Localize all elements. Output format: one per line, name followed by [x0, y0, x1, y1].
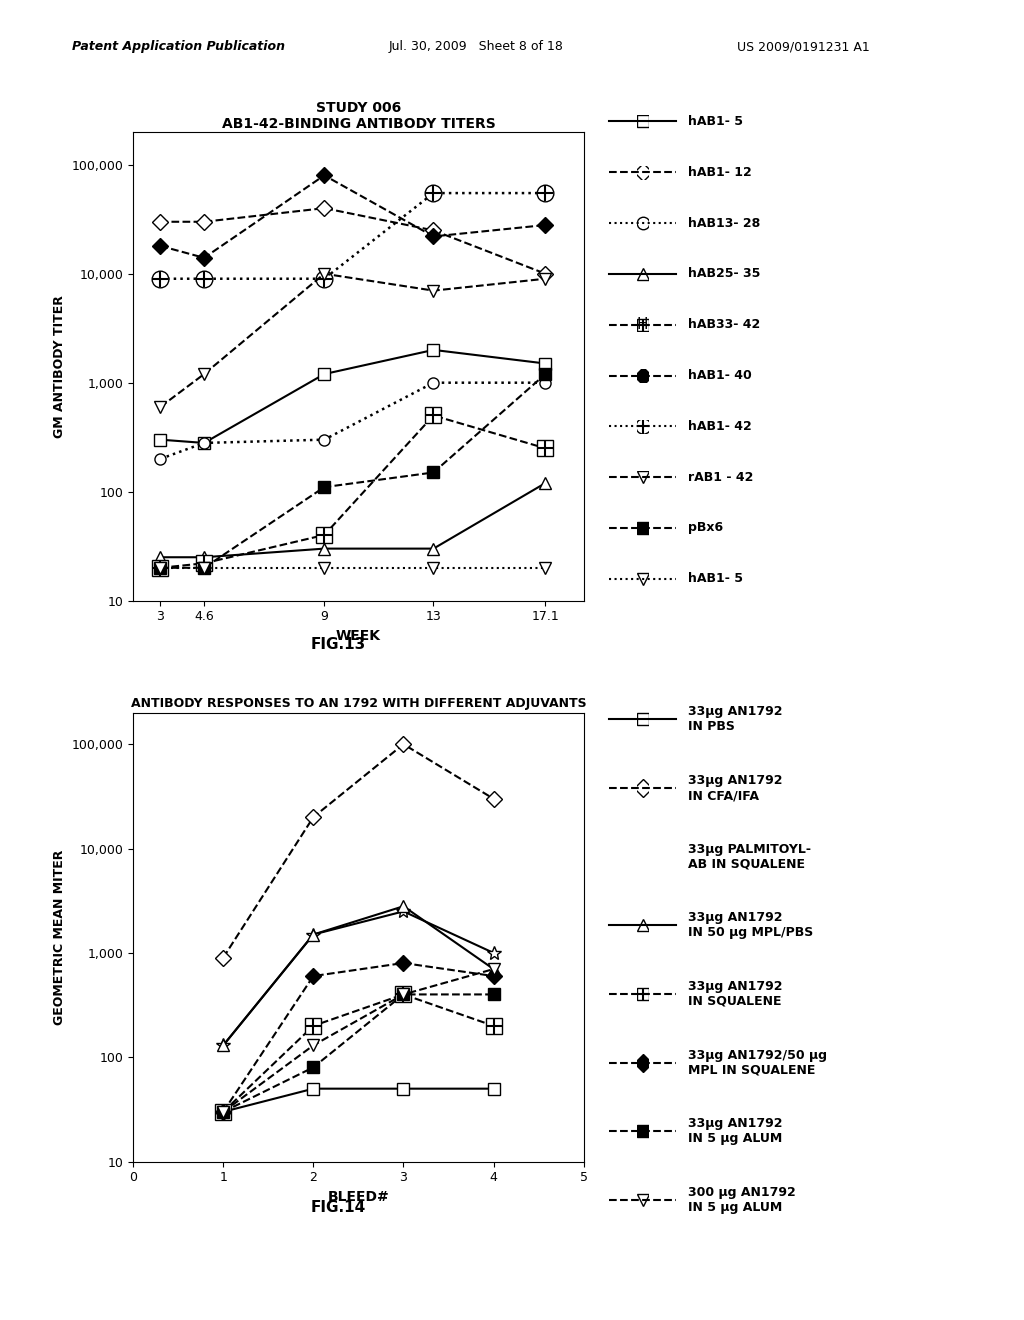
Text: hAB1- 12: hAB1- 12: [688, 166, 752, 178]
Text: 33μg AN1792
IN CFA/IFA: 33μg AN1792 IN CFA/IFA: [688, 774, 782, 803]
Text: 33μg AN1792
IN PBS: 33μg AN1792 IN PBS: [688, 705, 782, 734]
Title: STUDY 006
AB1-42-BINDING ANTIBODY TITERS: STUDY 006 AB1-42-BINDING ANTIBODY TITERS: [221, 100, 496, 131]
X-axis label: BLEED#: BLEED#: [328, 1189, 389, 1204]
Text: hAB25- 35: hAB25- 35: [688, 268, 761, 280]
Text: 33μg AN1792
IN SQUALENE: 33μg AN1792 IN SQUALENE: [688, 979, 782, 1008]
Text: 33μg PALMITOYL-
AB IN SQUALENE: 33μg PALMITOYL- AB IN SQUALENE: [688, 842, 811, 871]
Text: hAB33- 42: hAB33- 42: [688, 318, 761, 331]
Y-axis label: GEOMETRIC MEAN MITER: GEOMETRIC MEAN MITER: [53, 850, 66, 1024]
Text: H: H: [637, 317, 648, 333]
Text: rAB1 - 42: rAB1 - 42: [688, 471, 754, 483]
Text: FIG.13: FIG.13: [310, 638, 366, 652]
Text: 33μg AN1792
IN 5 μg ALUM: 33μg AN1792 IN 5 μg ALUM: [688, 1117, 782, 1146]
Text: 33μg AN1792/50 μg
MPL IN SQUALENE: 33μg AN1792/50 μg MPL IN SQUALENE: [688, 1048, 827, 1077]
Text: hAB1- 40: hAB1- 40: [688, 370, 752, 381]
Text: Jul. 30, 2009   Sheet 8 of 18: Jul. 30, 2009 Sheet 8 of 18: [389, 40, 564, 53]
Text: hAB13- 28: hAB13- 28: [688, 216, 761, 230]
Text: US 2009/0191231 A1: US 2009/0191231 A1: [737, 40, 870, 53]
X-axis label: WEEK: WEEK: [336, 628, 381, 643]
Text: FIG.14: FIG.14: [310, 1200, 366, 1214]
Text: pBx6: pBx6: [688, 521, 723, 535]
Text: hAB1- 5: hAB1- 5: [688, 573, 743, 585]
Y-axis label: GM ANTIBODY TITER: GM ANTIBODY TITER: [53, 294, 66, 438]
Text: hAB1- 5: hAB1- 5: [688, 115, 743, 128]
Text: 33μg AN1792
IN 50 μg MPL/PBS: 33μg AN1792 IN 50 μg MPL/PBS: [688, 911, 813, 940]
Text: hAB1- 42: hAB1- 42: [688, 420, 752, 433]
Text: Patent Application Publication: Patent Application Publication: [72, 40, 285, 53]
Text: 300 μg AN1792
IN 5 μg ALUM: 300 μg AN1792 IN 5 μg ALUM: [688, 1185, 796, 1214]
Title: ANTIBODY RESPONSES TO AN 1792 WITH DIFFERENT ADJUVANTS: ANTIBODY RESPONSES TO AN 1792 WITH DIFFE…: [131, 697, 586, 710]
